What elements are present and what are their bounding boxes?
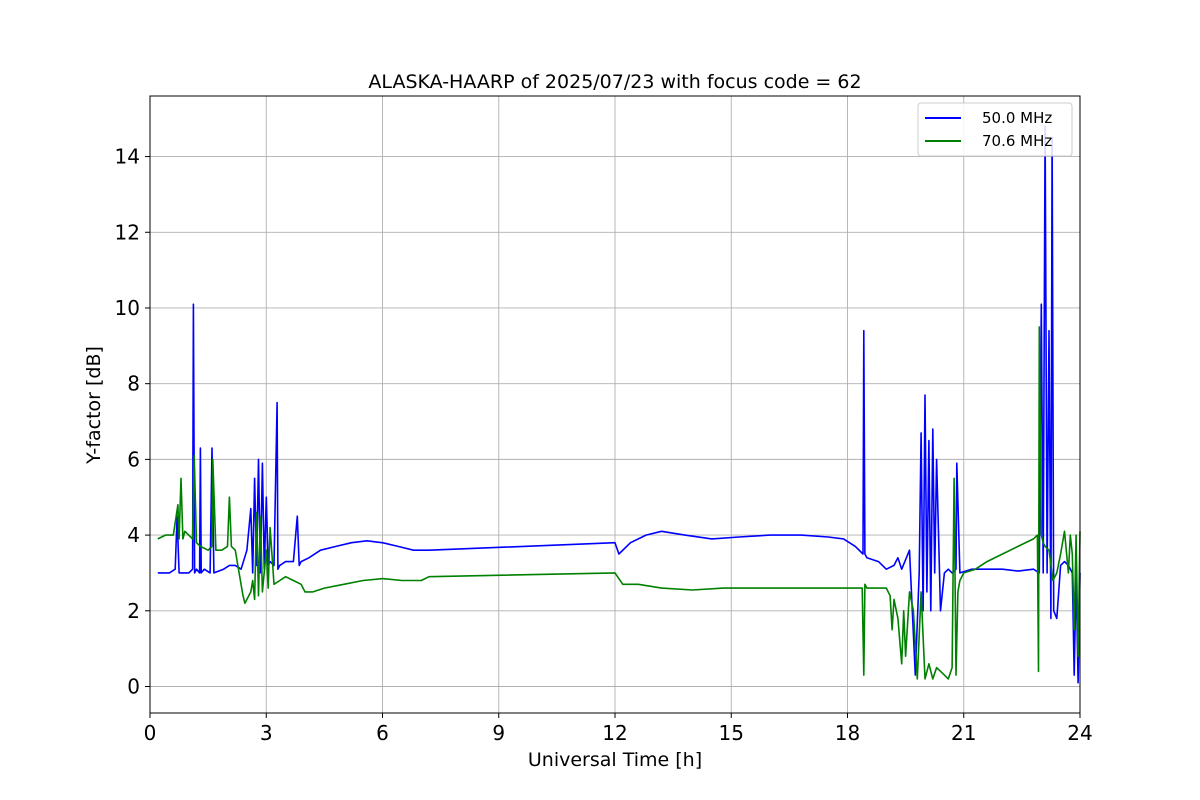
- y-tick-label: 0: [127, 675, 140, 699]
- y-tick-label: 2: [127, 599, 140, 623]
- series-line-2: [157, 326, 1081, 680]
- x-tick-label: 9: [492, 721, 505, 745]
- x-tick-label: 21: [951, 721, 976, 745]
- x-tick-label: 0: [144, 721, 157, 745]
- x-tick-label: 18: [835, 721, 860, 745]
- legend-label-series-1: 50.0 MHz: [982, 109, 1052, 127]
- x-tick-label: 12: [602, 721, 627, 745]
- y-axis-label: Y-factor [dB]: [83, 346, 105, 465]
- legend: 50.0 MHz 70.6 MHz: [917, 102, 1073, 157]
- y-tick-label: 8: [127, 372, 140, 396]
- y-axis: 0 2 4 6 8 10 12 14: [115, 145, 150, 699]
- y-tick-label: 10: [115, 296, 140, 320]
- x-tick-label: 24: [1067, 721, 1092, 745]
- x-tick-label: 6: [376, 721, 389, 745]
- series-line-1: [157, 125, 1081, 684]
- x-axis: 0 3 6 9 12 15 18 21 24: [144, 713, 1093, 745]
- legend-box: [917, 102, 1073, 157]
- y-tick-label: 12: [115, 220, 140, 244]
- y-tick-label: 14: [115, 145, 140, 169]
- legend-label-series-2: 70.6 MHz: [982, 132, 1052, 150]
- y-tick-label: 6: [127, 447, 140, 471]
- series-layer: [157, 125, 1081, 684]
- x-tick-label: 15: [719, 721, 744, 745]
- chart-title: ALASKA-HAARP of 2025/07/23 with focus co…: [368, 71, 861, 93]
- x-axis-label: Universal Time [h]: [528, 749, 702, 771]
- y-tick-label: 4: [127, 523, 140, 547]
- x-tick-label: 3: [260, 721, 273, 745]
